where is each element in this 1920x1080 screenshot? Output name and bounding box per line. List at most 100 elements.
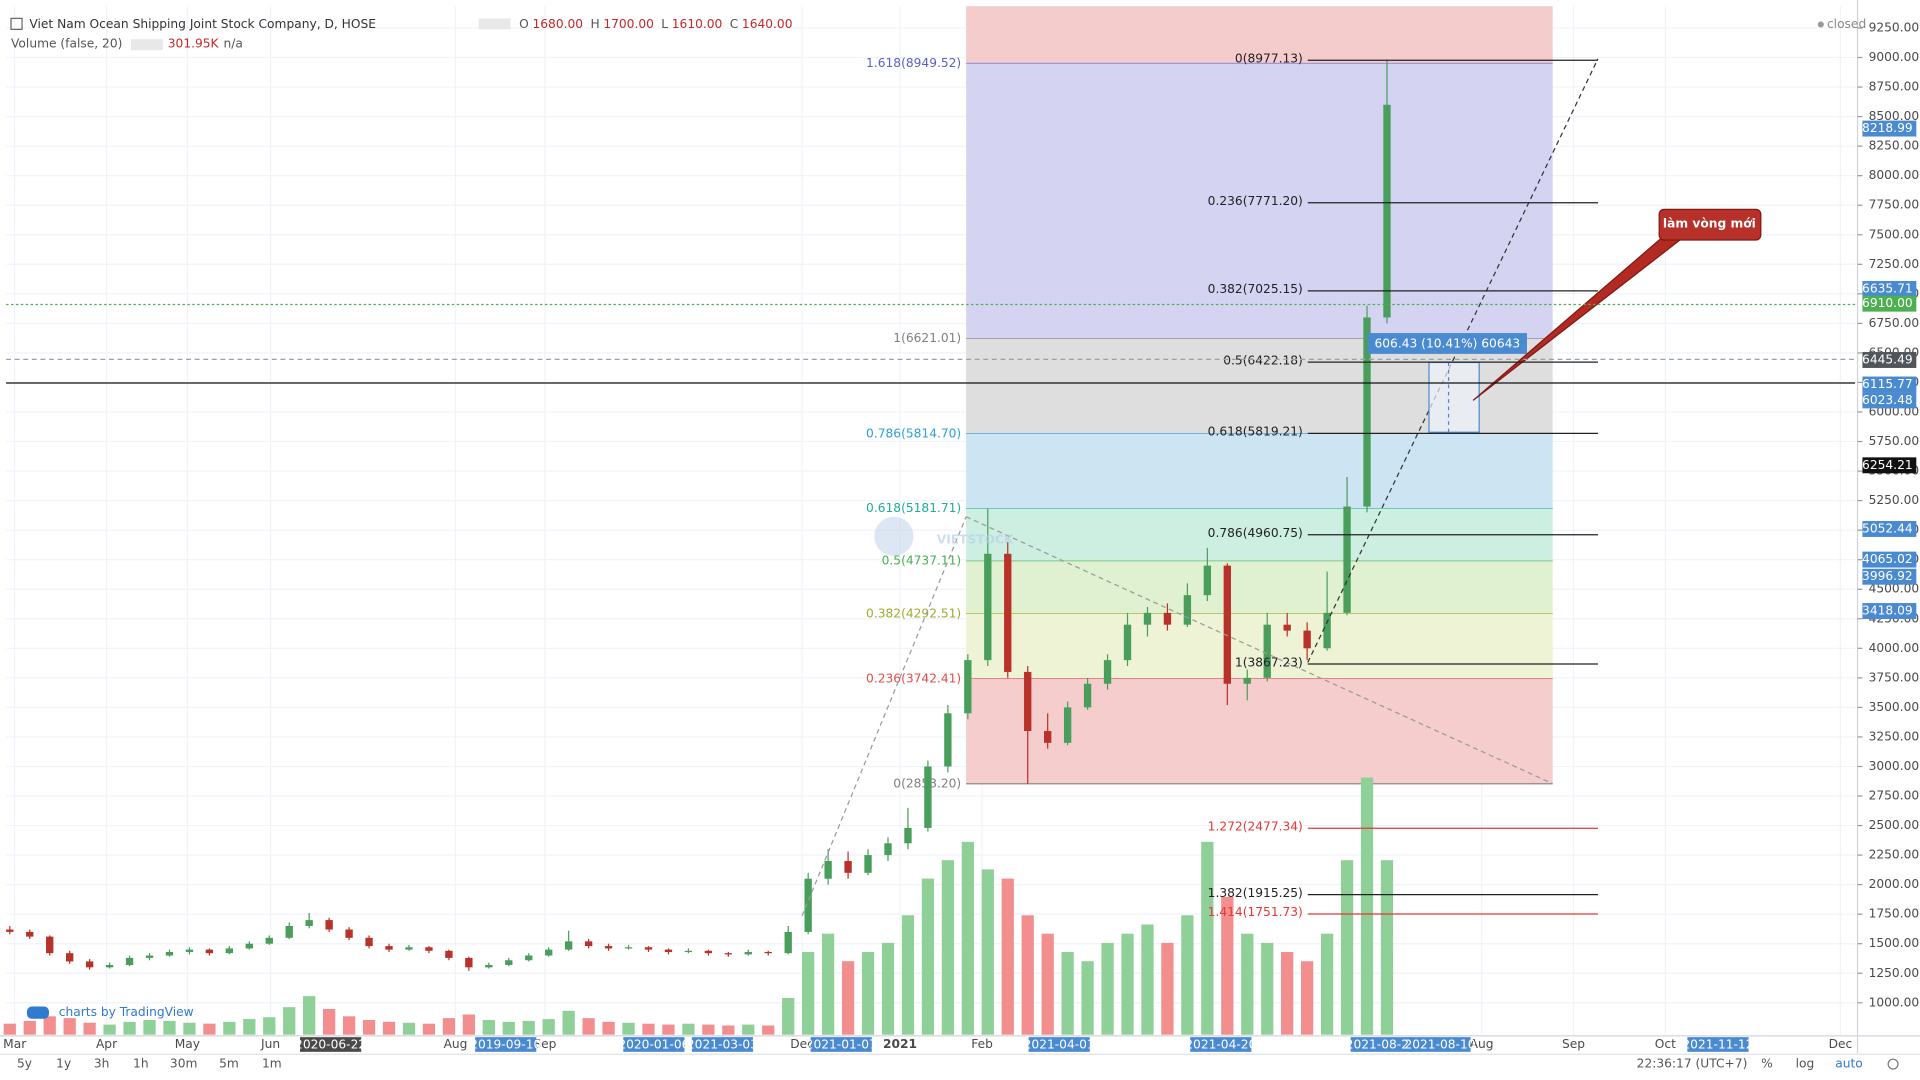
- volume-bar: [941, 860, 954, 1035]
- volume-bar: [362, 1020, 376, 1035]
- date-label: 2021-08-27: [1346, 1038, 1417, 1052]
- legend-icons[interactable]: [131, 39, 163, 51]
- fib-label: 1.618(8949.52): [866, 56, 961, 70]
- scale-option[interactable]: log: [1796, 1057, 1815, 1071]
- watermark: VIETSTOCK: [937, 533, 1014, 547]
- candle-body: [66, 953, 74, 962]
- fib-zone: [966, 433, 1553, 509]
- interval-button[interactable]: 30m: [170, 1057, 198, 1071]
- date-label-bg: [475, 1037, 537, 1052]
- volume-bar: [782, 997, 795, 1035]
- axes: 1000.00 1250.00 1500.00 1750.00 2000.00 2250.…: [0, 0, 1920, 1055]
- candle-body: [1243, 677, 1251, 684]
- volume-bar: [1001, 878, 1014, 1035]
- fib-zone: [966, 6, 1553, 64]
- settings-icon[interactable]: [1887, 1058, 1899, 1070]
- y-tick-label: 8750.00: [1869, 80, 1920, 94]
- candle-body: [1183, 595, 1192, 625]
- volume-bar: [1041, 933, 1054, 1035]
- candle-body: [884, 843, 892, 856]
- fib-ext-label: 0(8977.13): [1235, 51, 1303, 65]
- candle-body: [984, 553, 992, 661]
- price-label-bg: [1862, 551, 1917, 568]
- candle-body: [165, 951, 174, 956]
- x-tick-label: Sep: [1562, 1037, 1585, 1051]
- interval-button[interactable]: 3h: [94, 1057, 110, 1071]
- legend-icons[interactable]: [478, 18, 511, 30]
- scale-option[interactable]: auto: [1835, 1057, 1863, 1071]
- volume-bar: [961, 841, 974, 1035]
- price-label-bg: [1862, 281, 1917, 297]
- volume-title: Volume (false, 20): [11, 37, 122, 51]
- volume-bar: [662, 1024, 675, 1035]
- candle-body: [944, 713, 952, 767]
- y-tick-label: 3750.00: [1869, 670, 1920, 684]
- y-tick-label: 3500.00: [1869, 700, 1920, 714]
- volume-bar: [3, 1023, 16, 1035]
- y-tick-label: 6750.00: [1869, 316, 1920, 330]
- y-tick-label: 8250.00: [1869, 139, 1920, 153]
- date-label: 2021-04-20: [1185, 1038, 1256, 1052]
- price-label-bg: [1862, 457, 1917, 474]
- fib-ext-label: 1.272(2477.34): [1208, 820, 1303, 834]
- price-label: 5052.44: [1862, 521, 1913, 535]
- x-tick-label: May: [175, 1037, 200, 1051]
- volume-bar: [522, 1020, 535, 1035]
- candle-body: [704, 950, 713, 954]
- candle-body: [26, 931, 34, 937]
- fib-label: 0.786(5814.70): [866, 426, 961, 440]
- volume-value: 301.95K: [168, 37, 220, 51]
- candle-body: [405, 947, 413, 950]
- volume-bar: [243, 1019, 256, 1035]
- date-label-bg: [1350, 1037, 1412, 1052]
- y-tick-label: 1500.00: [1869, 936, 1920, 950]
- price-label-bg: [1862, 568, 1917, 585]
- volume-bar: [1380, 860, 1394, 1035]
- volume-bar: [303, 996, 316, 1035]
- interval-button[interactable]: 1m: [262, 1057, 282, 1071]
- candle-body: [1343, 506, 1351, 613]
- candle-body: [1004, 553, 1012, 672]
- y-tick-label: 7750.00: [1869, 198, 1920, 212]
- candle-body: [525, 955, 533, 961]
- date-label-bg: [1028, 1037, 1090, 1052]
- x-tick-label: Aug: [444, 1037, 468, 1051]
- date-label-bg: [1190, 1037, 1252, 1052]
- volume-bar: [163, 1020, 176, 1035]
- fib-ext-label: 0.236(7771.20): [1208, 194, 1303, 208]
- interval-button[interactable]: 5y: [17, 1057, 32, 1071]
- volume-bar: [921, 878, 935, 1035]
- scale-option[interactable]: %: [1761, 1057, 1773, 1071]
- fib-label: 0.618(5181.71): [866, 501, 961, 515]
- price-label: 8218.99: [1862, 121, 1913, 135]
- volume-bar: [1021, 915, 1034, 1035]
- volume-bar: [602, 1021, 615, 1035]
- y-tick-label: 5250.00: [1869, 493, 1920, 507]
- fib-zone: [966, 678, 1553, 784]
- date-label: 2021-11-12: [1682, 1038, 1753, 1052]
- candle-body: [1103, 660, 1112, 684]
- candle-body: [1024, 671, 1032, 732]
- volume-bar: [1301, 961, 1314, 1035]
- date-label-bg: [1687, 1037, 1749, 1052]
- trend-line: [965, 516, 1553, 785]
- candle-body: [564, 941, 573, 950]
- candle-body: [1283, 624, 1291, 631]
- fib-zone: [966, 613, 1553, 679]
- volume-bar: [442, 1018, 456, 1035]
- volume-bar: [881, 942, 895, 1035]
- candle-body: [824, 861, 832, 879]
- volume: [3, 777, 1394, 1035]
- interval-button[interactable]: 1h: [133, 1057, 149, 1071]
- collapse-icon[interactable]: [10, 17, 23, 30]
- date-label: 2019-09-10: [470, 1038, 541, 1052]
- interval-button[interactable]: 5m: [219, 1057, 239, 1071]
- volume-bar: [1141, 924, 1154, 1035]
- candle-body: [744, 951, 752, 955]
- interval-button[interactable]: 1y: [56, 1057, 71, 1071]
- price-label: 6254.21: [1862, 458, 1913, 472]
- price-label: 6023.48: [1862, 393, 1913, 407]
- volume-bar: [1121, 933, 1134, 1035]
- volume-bar: [462, 1014, 475, 1035]
- candle-body: [125, 957, 134, 965]
